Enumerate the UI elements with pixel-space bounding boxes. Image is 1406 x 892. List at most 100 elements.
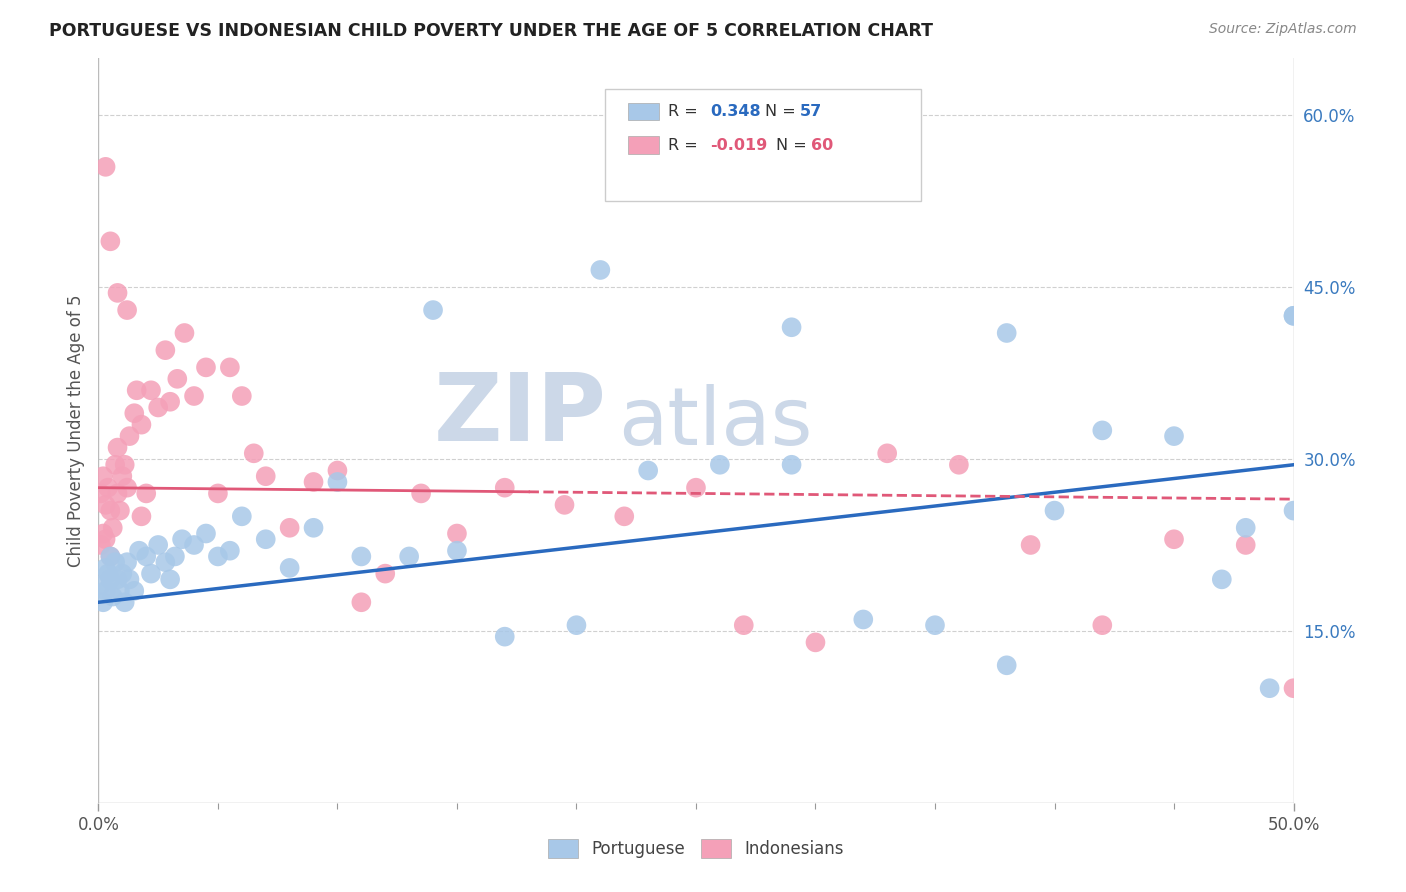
Point [115,481,138,495]
Point [278,521,301,535]
Point [219,543,242,558]
Text: 57: 57 [800,104,823,119]
Point [114,595,136,609]
Point [111,566,134,581]
Point [207,549,229,564]
Text: 60: 60 [811,138,834,153]
Point [114,458,136,472]
Point [90,578,112,592]
Point [101,521,124,535]
Point [94,583,117,598]
Point [94,160,117,174]
Text: N =: N = [765,104,801,119]
Point [91,469,114,483]
Text: R =: R = [668,138,703,153]
Point [709,458,731,472]
Point [131,509,153,524]
Point [94,498,117,512]
Point [1282,309,1305,323]
Text: R =: R = [668,104,703,119]
Point [685,481,707,495]
Point [135,549,157,564]
Point [159,394,181,409]
Point [302,475,325,489]
Text: N =: N = [776,138,813,153]
Text: ZIP: ZIP [433,369,606,461]
Point [104,555,127,569]
Point [97,481,120,495]
Point [219,360,242,375]
Point [1043,503,1066,517]
Point [411,486,433,500]
Point [183,538,205,552]
Point [148,538,170,552]
Point [115,555,138,569]
Point [554,498,576,512]
Point [104,458,127,472]
Point [254,533,277,547]
Point [163,549,186,564]
Point [780,458,803,472]
Point [183,389,205,403]
Point [98,235,122,249]
Y-axis label: Child Poverty Under the Age of 5: Child Poverty Under the Age of 5 [66,294,84,566]
Point [107,441,129,455]
Point [995,658,1018,673]
Point [1163,429,1185,443]
Point [94,561,117,575]
Point [374,566,396,581]
Point [1234,521,1257,535]
Point [948,458,970,472]
Point [118,429,141,443]
Point [155,555,177,569]
Point [90,538,112,552]
Point [278,561,301,575]
Point [1019,538,1042,552]
Point [172,533,194,547]
Point [131,417,153,432]
Point [148,401,170,415]
Point [326,463,349,477]
Point [98,573,122,587]
Point [350,595,373,609]
Point [398,549,420,564]
Point [1282,681,1305,696]
Point [1258,681,1281,696]
Point [1091,618,1114,632]
Point [1091,423,1114,437]
Point [101,590,124,604]
Point [243,446,266,460]
Point [326,475,349,489]
Point [1282,503,1305,517]
Point [91,595,114,609]
Point [1211,573,1233,587]
Legend: Portuguese, Indonesians: Portuguese, Indonesians [548,838,844,858]
Point [159,573,181,587]
Point [115,303,138,318]
Point [494,481,516,495]
Point [111,469,134,483]
Point [852,612,875,626]
Point [139,566,162,581]
Point [108,583,131,598]
Point [637,463,659,477]
Point [98,549,122,564]
Point [107,573,129,587]
Point [125,384,148,398]
Point [780,320,803,334]
Point [1163,533,1185,547]
Point [446,543,468,558]
Point [589,263,612,277]
Point [166,372,188,386]
Text: -0.019: -0.019 [710,138,768,153]
Point [1234,538,1257,552]
Point [128,543,150,558]
Point [139,384,162,398]
Point [98,549,122,564]
Text: PORTUGUESE VS INDONESIAN CHILD POVERTY UNDER THE AGE OF 5 CORRELATION CHART: PORTUGUESE VS INDONESIAN CHILD POVERTY U… [49,22,934,40]
Point [97,566,120,581]
Text: 0.348: 0.348 [710,104,761,119]
Point [231,509,253,524]
Point [254,469,277,483]
Point [613,509,636,524]
